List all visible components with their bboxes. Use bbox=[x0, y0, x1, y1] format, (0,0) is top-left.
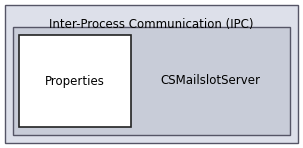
Bar bbox=[19, 35, 131, 127]
Text: Properties: Properties bbox=[45, 74, 105, 87]
Text: CSMailslotServer: CSMailslotServer bbox=[161, 74, 261, 87]
Bar bbox=[13, 27, 290, 135]
Text: Inter-Process Communication (IPC): Inter-Process Communication (IPC) bbox=[49, 18, 254, 31]
